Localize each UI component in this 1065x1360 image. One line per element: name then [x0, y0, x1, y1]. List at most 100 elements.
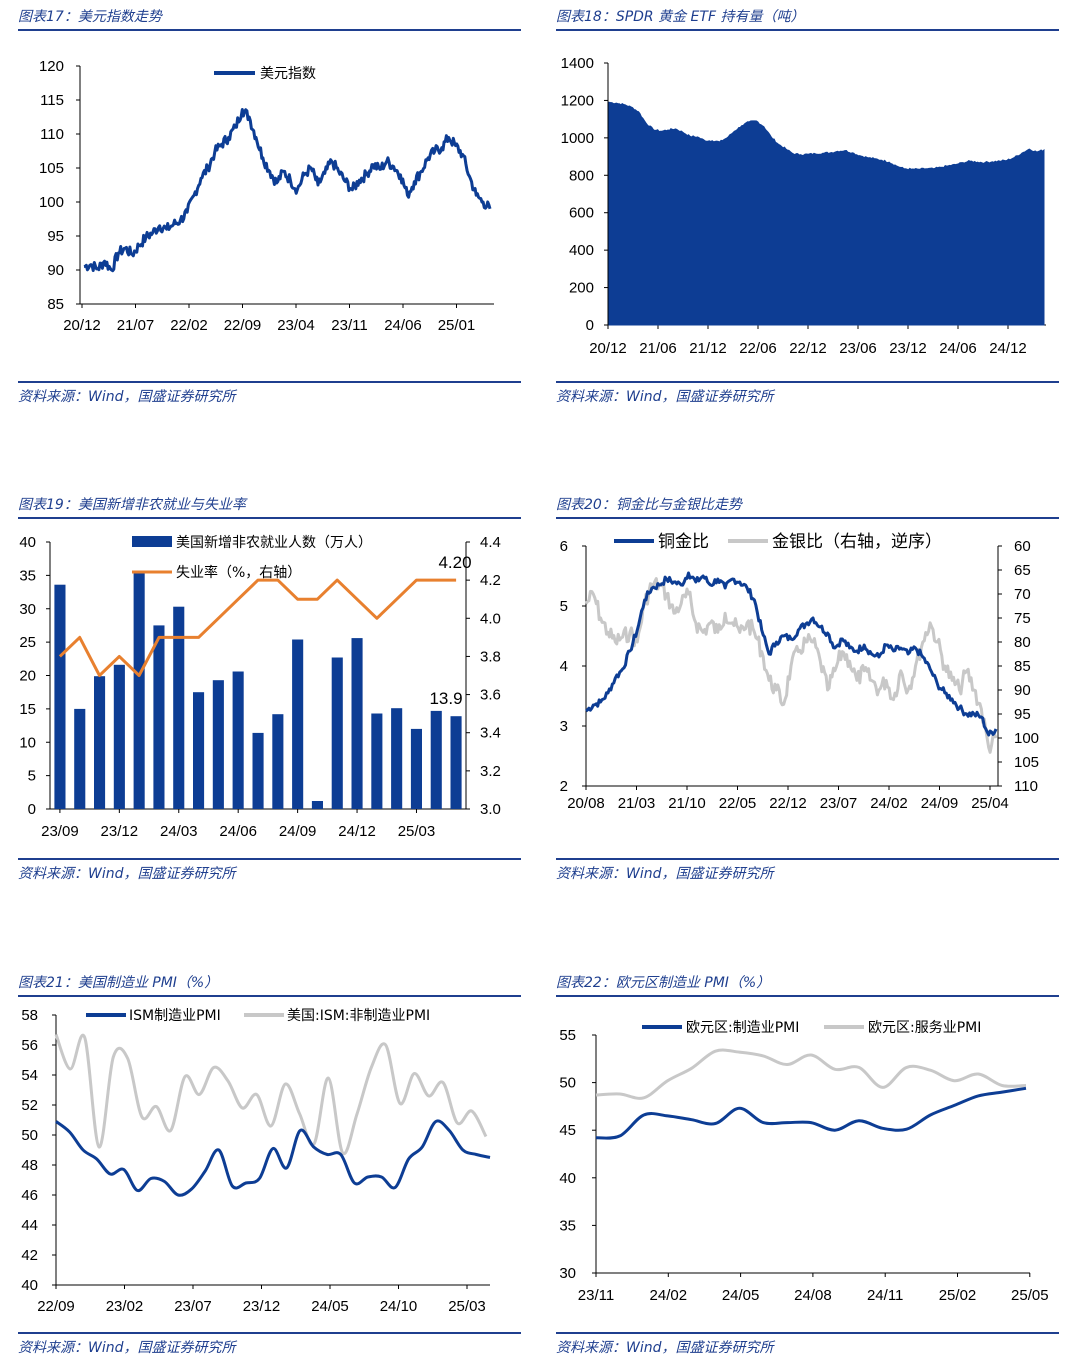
panel-usd-index: 图表17：美元指数走势 85 90 95 100 105 110 115 120 20/12 21…	[18, 0, 521, 410]
panel-us-pmi: 图表21：美国制造业 PMI（%） 40 42 44 46 48 50 52 54 56 58 22…	[18, 966, 521, 1360]
y-tick-label: 10	[19, 734, 36, 751]
bar-nonfarm	[272, 714, 284, 809]
chart-title: 图表20：铜金比与金银比走势	[556, 497, 742, 513]
bar-nonfarm	[133, 573, 145, 809]
y-tick-label: 45	[559, 1122, 576, 1139]
x-tick-label: 23/04	[277, 317, 315, 334]
y-tick-label: 15	[19, 701, 36, 718]
legend: 铜金比 金银比（右轴，逆序）	[614, 532, 942, 552]
x-tick-label: 25/01	[438, 317, 476, 334]
y-tick-label: 400	[569, 242, 594, 259]
legend: ISM制造业PMI 美国:ISM:非制造业PMI	[86, 1008, 430, 1024]
chart-us-pmi: 40 42 44 46 48 50 52 54 56 58 22/09 23/02 23/07 23/12…	[21, 1007, 491, 1315]
y-tick-label: 25	[19, 634, 36, 651]
x-tick-label: 22/12	[789, 340, 827, 357]
y2-tick-label: 4.2	[480, 572, 501, 589]
x-tick-label: 25/03	[398, 823, 436, 840]
y-tick-label: 1200	[561, 92, 594, 109]
x-tick-label: 24/05	[311, 1298, 349, 1315]
bar-nonfarm	[331, 657, 343, 809]
panel-gold-etf: 图表18：SPDR 黄金 ETF 持有量（吨） 0 200 400 600 800 100…	[556, 0, 1059, 410]
y-tick-label: 35	[19, 567, 36, 584]
bar-nonfarm	[232, 671, 244, 809]
source-rule	[18, 1332, 521, 1334]
y-tick-label: 110	[40, 126, 64, 143]
bar-nonfarm	[74, 708, 86, 809]
x-tick-label: 24/03	[160, 823, 198, 840]
x-tick-label: 23/07	[820, 795, 858, 812]
y2-tick-label: 3.2	[480, 763, 501, 780]
x-tick-label: 21/12	[689, 340, 727, 357]
y-tick-label: 40	[559, 1170, 576, 1187]
x-tick-label: 24/06	[939, 340, 977, 357]
title-rule	[556, 29, 1059, 31]
x-tick-label: 22/06	[739, 340, 777, 357]
x-tick-label: 23/11	[578, 1287, 614, 1304]
x-tick-label: 23/11	[331, 317, 367, 334]
series-line-eu-mfg-pmi	[595, 1086, 1027, 1140]
y-tick-label: 44	[21, 1217, 38, 1234]
bar-nonfarm	[292, 639, 304, 809]
x-tick-label: 24/05	[722, 1287, 760, 1304]
x-tick-label: 24/06	[384, 317, 422, 334]
title-rule	[18, 995, 521, 997]
panel-eu-pmi: 图表22：欧元区制造业 PMI（%） 30 35 40 45 50 55 23/11 24/0…	[556, 966, 1059, 1360]
x-tick-label: 22/05	[719, 795, 757, 812]
x-tick-label: 24/12	[989, 340, 1027, 357]
y-tick-label: 56	[21, 1037, 38, 1054]
x-tick-label: 23/12	[101, 823, 139, 840]
y-tick-label: 54	[21, 1067, 38, 1084]
source-text: 资料来源：Wind，国盛证券研究所	[18, 1340, 236, 1356]
chart-title: 图表22：欧元区制造业 PMI（%）	[556, 975, 771, 991]
x-tick-label: 21/06	[639, 340, 677, 357]
y-tick-label: 5	[28, 768, 36, 785]
y2-tick-label: 65	[1014, 562, 1031, 579]
x-tick-label: 24/12	[338, 823, 376, 840]
source-rule	[18, 381, 521, 383]
y-tick-label: 6	[560, 538, 568, 555]
y-tick-label: 90	[47, 262, 64, 279]
series-line-unemployment	[58, 578, 457, 677]
x-tick-label: 24/02	[870, 795, 908, 812]
legend: 欧元区:制造业PMI 欧元区:服务业PMI	[642, 1020, 981, 1036]
y-tick-label: 40	[21, 1277, 38, 1294]
bar-nonfarm	[193, 692, 205, 809]
chart-usd-index: 85 90 95 100 105 110 115 120 20/12 21/07 22/02 22/0…	[39, 58, 494, 334]
y2-tick-label: 100	[1014, 730, 1039, 747]
bar-nonfarm	[311, 801, 323, 809]
source-rule	[18, 858, 521, 860]
source-rule	[556, 858, 1059, 860]
bar-nonfarm	[410, 728, 422, 809]
series-line-copper-gold	[585, 571, 998, 737]
y-tick-label: 0	[28, 801, 36, 818]
y-tick-label: 30	[559, 1265, 576, 1282]
bar-nonfarm	[153, 625, 165, 809]
chart-title: 图表17：美元指数走势	[18, 9, 162, 25]
x-tick-label: 20/08	[567, 795, 605, 812]
bar-nonfarm	[212, 680, 224, 809]
bar-nonfarm	[371, 713, 383, 809]
y-tick-label: 42	[21, 1247, 38, 1264]
bar-nonfarm	[391, 708, 403, 809]
legend-label-silver: 金银比（右轴，逆序）	[772, 532, 942, 552]
y-tick-label: 1400	[561, 55, 594, 72]
y-tick-label: 600	[569, 205, 594, 222]
x-tick-label: 23/09	[41, 823, 79, 840]
bar-nonfarm	[252, 732, 264, 809]
legend-swatch-bar	[132, 536, 172, 547]
bar-nonfarm	[450, 716, 462, 809]
data-label-last-rate: 4.20	[438, 553, 471, 572]
title-rule	[556, 517, 1059, 519]
y-tick-label: 1000	[561, 130, 594, 147]
y-tick-label: 46	[21, 1187, 38, 1204]
panel-copper-gold: 图表20：铜金比与金银比走势 2 3 4 5 6 60 65 70 75 80 85 90 95 100 1…	[556, 488, 1059, 888]
y-tick-label: 800	[569, 167, 594, 184]
y-tick-label: 40	[19, 534, 36, 551]
y2-tick-label: 85	[1014, 658, 1031, 675]
source-rule	[556, 1332, 1059, 1334]
title-rule	[18, 517, 521, 519]
source-text: 资料来源：Wind，国盛证券研究所	[18, 866, 236, 882]
legend-label-line: 失业率（%，右轴）	[176, 564, 301, 581]
y2-tick-label: 4.0	[480, 610, 501, 627]
legend-label-mfg: 欧元区:制造业PMI	[686, 1020, 799, 1036]
